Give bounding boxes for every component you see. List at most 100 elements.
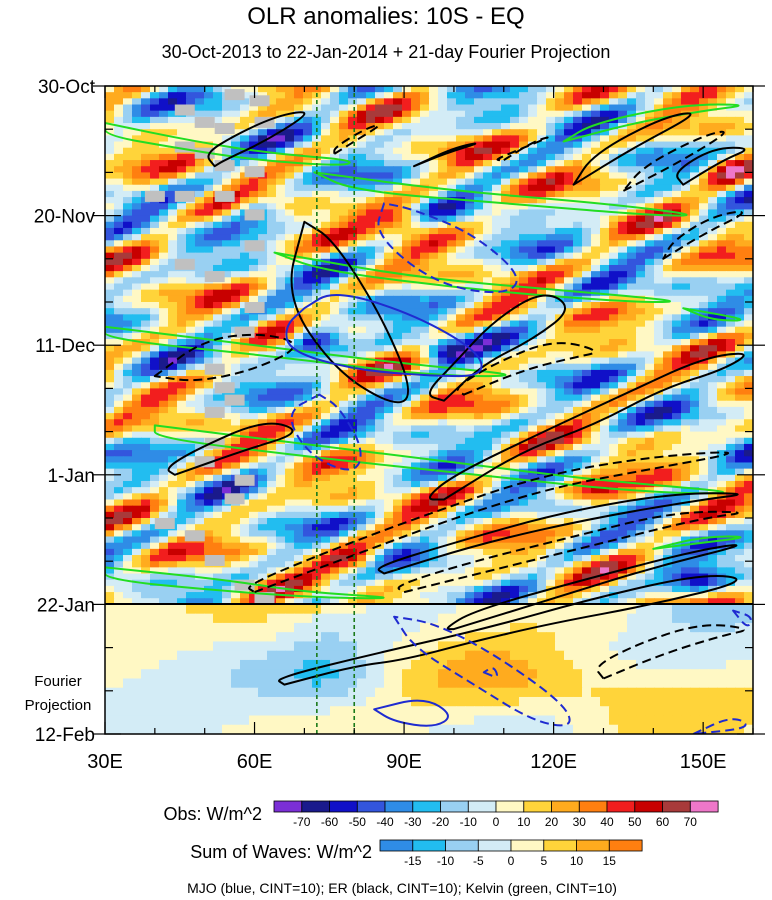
colorbar-swatch (495, 800, 525, 813)
kelvin-contour (273, 251, 671, 303)
er-contour (622, 130, 725, 192)
colorbar-tick-label: -10 (460, 815, 478, 829)
er-contour (207, 111, 306, 168)
colorbar-swatch (356, 800, 386, 813)
projection-label-line-1: Fourier (34, 673, 82, 690)
waves-colorbar-label: Sum of Waves: W/m^2 (190, 842, 372, 862)
x-tick-label: 150E (680, 751, 727, 773)
missing-data-patch (214, 160, 235, 172)
colorbar-swatch (329, 800, 358, 813)
kelvin-contour (105, 566, 385, 600)
colorbar-tick-label: 40 (600, 815, 614, 829)
colorbar-swatch (608, 839, 643, 852)
kelvin-contour (313, 171, 688, 217)
missing-data-patch (214, 190, 235, 202)
er-contour (446, 544, 738, 631)
missing-data-patch (244, 166, 265, 178)
er-contour (153, 333, 295, 382)
er-contour (333, 124, 380, 155)
er-contour (456, 342, 596, 396)
colorbar-tick-label: 15 (603, 854, 617, 868)
kelvin-contour (682, 307, 742, 322)
missing-data-patch (204, 363, 225, 375)
mjo-contour (373, 699, 449, 727)
colorbar-swatch (467, 800, 497, 813)
missing-data-patch (244, 302, 265, 313)
colorbar-swatch (379, 839, 414, 852)
y-tick-label: 12-Feb (35, 725, 95, 746)
missing-data-patch (144, 190, 165, 202)
colorbar-tick-label: 5 (540, 854, 547, 868)
colorbar-swatch (510, 839, 545, 852)
er-contour (413, 142, 477, 168)
waves-colorbar: -15 -10 -5 0 5 10 15 (379, 839, 643, 868)
colorbar-swatch (445, 839, 479, 852)
colorbar-swatch (606, 800, 636, 813)
y-tick-label: 1-Jan (47, 466, 95, 487)
colorbar-tick-label: -15 (404, 854, 422, 868)
obs-colorbar-label: Obs: W/m^2 (164, 804, 262, 824)
missing-data-patch (174, 190, 195, 202)
missing-data-patch (234, 326, 255, 338)
er-contour (290, 220, 410, 404)
colorbar-swatch (662, 800, 691, 813)
missing-data-patch (254, 592, 275, 604)
colorbar-tick-label: 10 (570, 854, 584, 868)
missing-data-patch (244, 209, 265, 221)
wave-contours (105, 103, 752, 734)
colorbar-swatch (689, 800, 719, 813)
kelvin-contour (153, 424, 725, 495)
mjo-contour (482, 667, 498, 678)
missing-data-patch (214, 382, 235, 394)
footer-legend: MJO (blue, CINT=10); ER (black, CINT=10)… (187, 880, 617, 896)
colorbar-swatch (634, 800, 663, 813)
colorbar-tick-label: -10 (437, 854, 455, 868)
reference-longitude-lines (316, 86, 356, 734)
colorbar-swatch (578, 800, 608, 813)
obs-colorbar: -70 -60 -50 -40 -30 -20 -10 0 10 20 30 40 50 60 70 (273, 800, 719, 829)
er-contour (248, 451, 729, 594)
missing-data-patch (174, 141, 195, 153)
colorbar-swatch (576, 839, 610, 852)
colorbar-tick-label: 50 (628, 815, 642, 829)
chart-title: OLR anomalies: 10S - EQ (247, 3, 524, 30)
colorbar-swatch (551, 800, 580, 813)
er-contour (429, 352, 745, 501)
colorbar-swatch (384, 800, 414, 813)
er-contour (572, 112, 692, 186)
missing-data-patch (204, 555, 225, 566)
colorbar-tick-label: -30 (404, 815, 422, 829)
missing-data-patch (224, 394, 245, 406)
x-tick-label: 90E (386, 751, 422, 773)
y-tick-label: 11-Dec (35, 336, 95, 357)
colorbar-swatch (543, 839, 577, 852)
missing-data-patch (204, 406, 225, 418)
kelvin-contour (652, 535, 742, 550)
colorbar-swatch (523, 800, 552, 813)
missing-data-patch (194, 116, 215, 128)
er-contour (429, 294, 566, 402)
y-tick-label: 22-Jan (37, 595, 95, 616)
missing-data-patch (234, 474, 255, 486)
missing-data-patch (224, 493, 245, 505)
colorbar-tick-label: 60 (656, 815, 670, 829)
colorbar-tick-label: 10 (517, 815, 531, 829)
colorbar-swatch (412, 839, 446, 852)
colorbar-tick-label: 0 (493, 815, 500, 829)
y-axis: 30-Oct 20-Nov 11-Dec 1-Jan 22-Jan 12-Feb (34, 77, 765, 746)
missing-data-patch (174, 104, 195, 116)
missing-data-patch (184, 530, 205, 542)
colorbar-swatch (412, 800, 441, 813)
y-tick-label: 30-Oct (38, 77, 96, 98)
colorbar-tick-label: 0 (508, 854, 515, 868)
missing-data-patch (224, 89, 245, 101)
er-contour (377, 492, 739, 575)
plot-frame (104, 85, 754, 735)
er-contour (496, 136, 549, 162)
mjo-contour (732, 609, 752, 627)
missing-data-patch (244, 240, 265, 252)
er-contour (167, 422, 294, 476)
x-tick-label: 60E (237, 751, 273, 773)
kelvin-contour (562, 103, 740, 143)
